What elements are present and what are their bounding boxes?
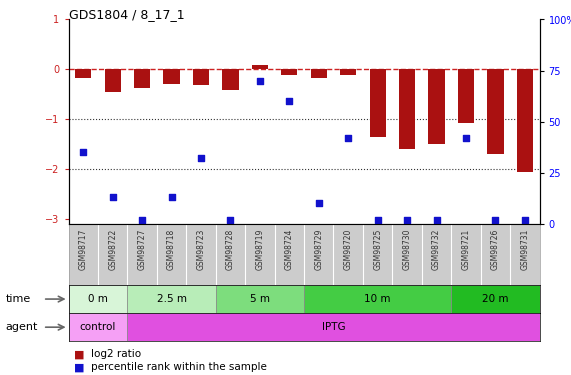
Text: control: control xyxy=(80,322,116,332)
Bar xyxy=(193,69,209,85)
Text: GSM98725: GSM98725 xyxy=(373,229,382,270)
Point xyxy=(285,98,294,104)
Bar xyxy=(216,285,304,313)
Bar xyxy=(69,313,127,341)
Bar xyxy=(75,69,91,78)
Bar xyxy=(127,313,540,341)
Text: GSM98726: GSM98726 xyxy=(491,229,500,270)
Point xyxy=(226,217,235,223)
Point xyxy=(167,194,176,200)
Text: GSM98717: GSM98717 xyxy=(79,229,88,270)
Point xyxy=(520,217,529,223)
Text: agent: agent xyxy=(6,322,38,332)
Point xyxy=(344,135,353,141)
Bar xyxy=(399,69,415,149)
Text: GSM98727: GSM98727 xyxy=(138,229,147,270)
Bar xyxy=(104,69,121,92)
Text: GSM98723: GSM98723 xyxy=(196,229,206,270)
Bar xyxy=(282,69,297,75)
Text: IPTG: IPTG xyxy=(321,322,345,332)
Text: ■: ■ xyxy=(74,363,85,372)
Text: 2.5 m: 2.5 m xyxy=(156,294,187,304)
Bar xyxy=(458,69,474,123)
Bar xyxy=(311,69,327,78)
Point xyxy=(255,78,264,84)
Bar xyxy=(252,65,268,69)
Text: GSM98728: GSM98728 xyxy=(226,229,235,270)
Point xyxy=(461,135,471,141)
Point xyxy=(108,194,117,200)
Text: GSM98719: GSM98719 xyxy=(255,229,264,270)
Text: GDS1804 / 8_17_1: GDS1804 / 8_17_1 xyxy=(69,8,184,21)
Bar xyxy=(163,69,180,84)
Text: GSM98724: GSM98724 xyxy=(285,229,294,270)
Text: 10 m: 10 m xyxy=(364,294,391,304)
Text: GSM98730: GSM98730 xyxy=(403,229,412,270)
Bar xyxy=(222,69,239,90)
Text: GSM98729: GSM98729 xyxy=(314,229,323,270)
Text: GSM98718: GSM98718 xyxy=(167,229,176,270)
Text: GSM98731: GSM98731 xyxy=(520,229,529,270)
Text: GSM98720: GSM98720 xyxy=(344,229,353,270)
Text: GSM98722: GSM98722 xyxy=(108,229,117,270)
Point xyxy=(138,217,147,223)
Point xyxy=(79,149,88,155)
Point xyxy=(196,156,206,162)
Point xyxy=(403,217,412,223)
Text: GSM98732: GSM98732 xyxy=(432,229,441,270)
Point xyxy=(491,217,500,223)
Bar xyxy=(517,69,533,171)
Bar xyxy=(69,285,127,313)
Bar xyxy=(428,69,445,144)
Bar xyxy=(134,69,150,88)
Bar xyxy=(487,69,504,154)
Text: time: time xyxy=(6,294,31,304)
Point xyxy=(373,217,382,223)
Bar xyxy=(369,69,386,136)
Point xyxy=(432,217,441,223)
Text: percentile rank within the sample: percentile rank within the sample xyxy=(91,363,267,372)
Text: GSM98721: GSM98721 xyxy=(461,229,471,270)
Text: 20 m: 20 m xyxy=(482,294,509,304)
Text: log2 ratio: log2 ratio xyxy=(91,350,142,359)
Bar xyxy=(340,69,356,75)
Bar xyxy=(127,285,216,313)
Text: ■: ■ xyxy=(74,350,85,359)
Point xyxy=(314,200,323,206)
Text: 5 m: 5 m xyxy=(250,294,270,304)
Bar xyxy=(451,285,540,313)
Bar xyxy=(304,285,451,313)
Text: 0 m: 0 m xyxy=(88,294,108,304)
